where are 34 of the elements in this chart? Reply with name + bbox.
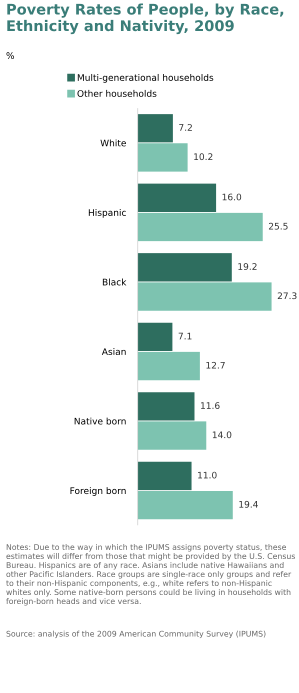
data-label: 25.5	[268, 222, 288, 230]
legend-label: Multi-generational households	[78, 74, 214, 83]
data-label: 7.1	[178, 332, 192, 340]
y-tick-label: Black	[102, 278, 126, 286]
data-label: 12.7	[206, 362, 225, 369]
bar	[138, 392, 194, 421]
bar	[138, 212, 263, 242]
legend-label: Other households	[77, 90, 156, 97]
data-label: 10.2	[194, 153, 212, 160]
data-label: 7.2	[179, 124, 192, 131]
bar	[138, 184, 216, 212]
bar	[138, 462, 192, 490]
chart-title: Poverty Rates of People, by Race, Ethnicity and Nativity, 2009	[7, 3, 284, 34]
bar	[138, 421, 206, 450]
y-tick-label: Hispanic	[88, 208, 126, 218]
data-label: 16.0	[222, 194, 242, 200]
data-label: 19.4	[239, 500, 258, 508]
bar	[138, 114, 173, 142]
data-label: 19.2	[238, 263, 257, 270]
text: %	[6, 52, 14, 59]
data-label: 27.3	[278, 292, 297, 300]
y-tick-label: Asian	[102, 348, 126, 356]
bar	[138, 253, 232, 282]
bar	[138, 322, 172, 352]
data-label: 14.0	[212, 431, 232, 438]
bar	[138, 352, 200, 380]
y-tick-label: White	[100, 139, 126, 146]
bar	[138, 490, 233, 520]
y-tick-label: Foreign born	[70, 487, 126, 496]
data-label: 11.6	[201, 402, 220, 410]
bar	[138, 143, 188, 172]
y-tick-label: Native born	[74, 418, 126, 425]
data-label: 11.0	[198, 472, 217, 479]
bar	[138, 282, 272, 311]
